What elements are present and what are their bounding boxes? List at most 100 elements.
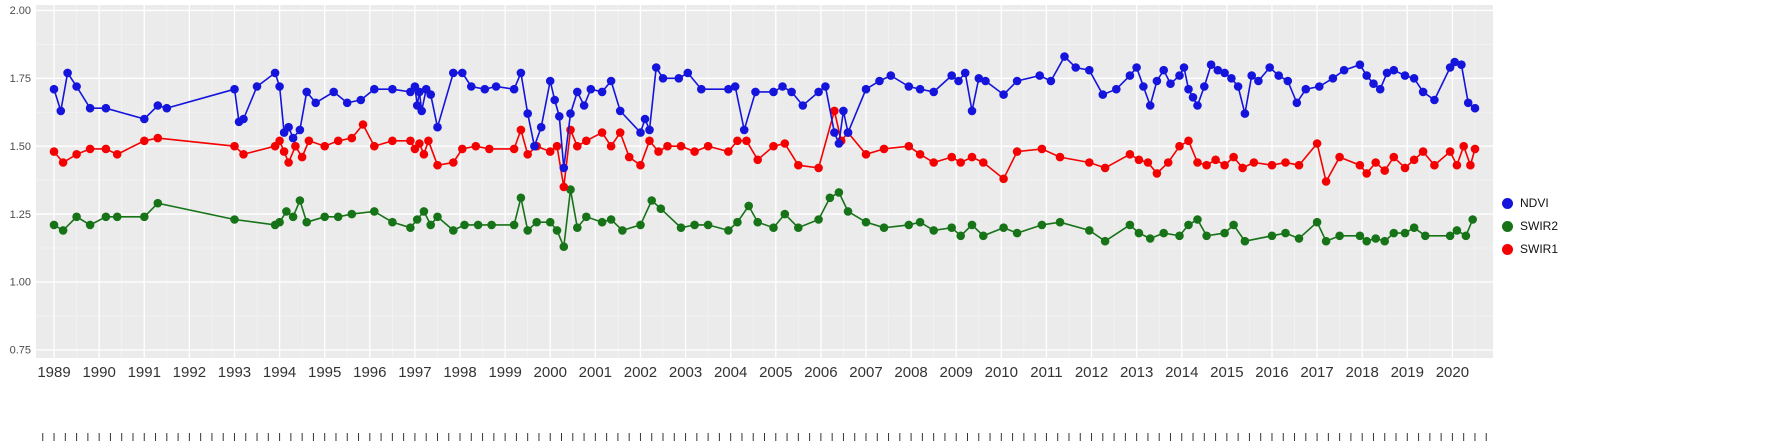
data-point <box>751 87 760 97</box>
x-axis-tick-label: 2019 <box>1391 364 1424 381</box>
data-point <box>1085 65 1094 75</box>
data-point <box>1362 236 1371 246</box>
data-point <box>1445 147 1455 156</box>
data-point <box>582 136 591 146</box>
data-point <box>904 220 914 230</box>
data-point <box>1339 65 1349 75</box>
x-axis-labels: 1989 1990 1991 1992 1993 1994 1995 1996 1997 1998… <box>37 364 1469 381</box>
data-point <box>1375 84 1385 94</box>
data-point <box>1012 228 1022 238</box>
data-point <box>1418 87 1428 97</box>
data-point <box>1371 234 1380 243</box>
data-point <box>658 74 668 83</box>
x-axis-tick-label: 1995 <box>308 364 341 381</box>
data-point <box>1202 231 1211 241</box>
data-point <box>347 209 357 219</box>
data-point <box>724 226 733 235</box>
data-point <box>279 147 289 156</box>
data-point <box>275 217 284 227</box>
data-point <box>1240 236 1250 246</box>
data-point <box>297 152 307 162</box>
data-point <box>545 217 555 227</box>
data-point <box>742 136 751 146</box>
data-point <box>606 76 616 86</box>
data-point <box>523 226 532 235</box>
data-point <box>509 220 519 230</box>
data-point <box>388 217 397 227</box>
data-point <box>153 101 163 110</box>
data-point <box>586 84 596 94</box>
data-point <box>1400 228 1410 238</box>
data-point <box>915 217 925 227</box>
x-axis-tick-label: 1991 <box>128 364 161 381</box>
data-point <box>830 106 839 116</box>
data-point <box>419 207 429 216</box>
data-point <box>72 82 81 91</box>
data-point <box>636 128 645 137</box>
data-point <box>426 220 436 230</box>
data-point <box>1060 52 1069 61</box>
data-point <box>566 185 575 194</box>
data-point <box>288 212 298 222</box>
data-point <box>739 125 749 135</box>
chart-legend: NDVI SWIR2 SWIR1 <box>1502 196 1558 256</box>
data-point <box>1055 217 1065 227</box>
data-point <box>769 87 778 97</box>
data-point <box>370 141 379 151</box>
data-point <box>904 82 914 91</box>
data-point <box>311 98 321 108</box>
data-point <box>302 217 312 227</box>
data-point <box>830 128 839 137</box>
data-point <box>295 125 305 135</box>
data-point <box>825 193 835 203</box>
data-point <box>1152 169 1162 178</box>
x-axis-tick-label: 2004 <box>714 364 747 381</box>
data-point <box>485 144 494 154</box>
data-point <box>1355 60 1365 69</box>
data-point <box>559 182 569 192</box>
data-point <box>794 160 803 170</box>
data-point <box>1452 226 1462 235</box>
data-point <box>814 215 823 224</box>
data-point <box>1143 158 1153 167</box>
series-ndvi <box>49 52 1480 173</box>
x-axis-tick-label: 1996 <box>353 364 386 381</box>
data-point <box>573 87 582 97</box>
data-point <box>559 163 569 173</box>
data-point <box>415 139 424 148</box>
data-point <box>1281 228 1290 238</box>
data-point <box>794 223 803 232</box>
data-point <box>282 207 291 216</box>
data-point <box>85 103 95 113</box>
data-point <box>1274 71 1283 80</box>
x-axis-tick-label: 2005 <box>759 364 792 381</box>
data-point <box>1227 74 1236 83</box>
x-axis-tick-label: 2016 <box>1255 364 1288 381</box>
data-point <box>329 87 339 97</box>
data-point <box>1459 141 1468 151</box>
data-point <box>552 226 562 235</box>
data-point <box>239 150 248 159</box>
data-point <box>358 120 368 129</box>
data-point <box>458 68 467 78</box>
x-axis-tick-label: 2006 <box>804 364 837 381</box>
legend-dot-swir2 <box>1502 220 1513 232</box>
data-point <box>1389 152 1399 162</box>
data-point <box>1238 163 1247 173</box>
data-point <box>412 215 422 224</box>
data-point <box>1152 76 1162 86</box>
data-point <box>979 158 988 167</box>
x-axis-tick-label: 2013 <box>1120 364 1153 381</box>
legend-label: NDVI <box>1520 196 1549 210</box>
data-point <box>101 103 111 113</box>
data-point <box>230 141 239 151</box>
data-point <box>426 90 436 99</box>
data-point <box>333 136 343 146</box>
data-point <box>101 144 111 154</box>
x-axis-tick-label: 2007 <box>849 364 882 381</box>
data-point <box>112 212 122 222</box>
data-point <box>63 68 72 78</box>
data-point <box>424 136 433 146</box>
data-point <box>1247 71 1256 80</box>
data-point <box>1362 169 1371 178</box>
